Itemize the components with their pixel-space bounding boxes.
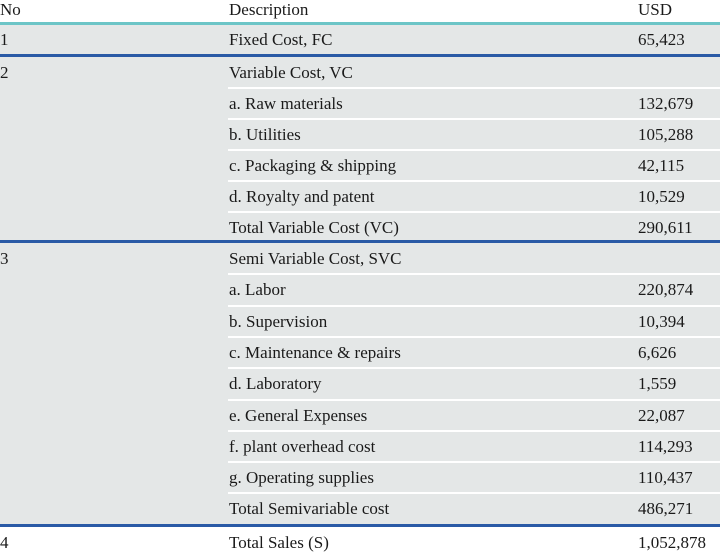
row-description: a. Raw materials: [229, 94, 343, 113]
row-description: a. Labor: [229, 280, 286, 300]
table-row: Total Variable Cost (VC) 290,611: [0, 212, 720, 244]
header-rule: [0, 22, 720, 25]
row-description: b. Supervision: [229, 311, 328, 331]
header-no: No: [0, 0, 21, 19]
table-row: d. Laboratory 1,559: [0, 368, 720, 402]
row-description: Total Semivariable cost: [229, 499, 390, 519]
row-description: Total Variable Cost (VC): [229, 218, 399, 237]
row-usd: 10,529: [638, 187, 685, 206]
row-usd: 290,611: [638, 218, 693, 237]
row-separator: [228, 398, 720, 401]
row-number: 1: [0, 30, 9, 49]
group-rule: [0, 54, 720, 57]
row-separator: [228, 211, 720, 213]
row-separator: [228, 273, 720, 276]
row-description: c. Maintenance & repairs: [229, 342, 401, 362]
row-number: 2: [0, 63, 9, 82]
row-description: b. Utilities: [229, 125, 301, 144]
row-description: g. Operating supplies: [229, 468, 374, 488]
table-row: d. Royalty and patent 10,529: [0, 181, 720, 213]
group-rule: [0, 240, 720, 243]
row-usd: 42,115: [638, 156, 685, 175]
table-row: c. Packaging & shipping 42,115: [0, 150, 720, 182]
row-usd: 1,559: [638, 374, 677, 394]
table-row: Total Semivariable cost 486,271: [0, 493, 720, 527]
group-rule: [0, 524, 720, 527]
row-description: d. Royalty and patent: [229, 187, 375, 206]
row-usd: 10,394: [638, 311, 685, 331]
row-separator: [228, 304, 720, 307]
row-description: Fixed Cost, FC: [229, 30, 333, 49]
table-row: 1 Fixed Cost, FC 65,423: [0, 25, 720, 55]
row-description: e. General Expenses: [229, 405, 368, 425]
row-usd: 110,437: [638, 468, 693, 488]
table-row: b. Utilities 105,288: [0, 119, 720, 151]
row-description: Variable Cost, VC: [229, 63, 353, 82]
table-row: 3 Semi Variable Cost, SVC: [0, 243, 720, 276]
row-description: Total Sales (S): [229, 533, 329, 552]
row-description: f. plant overhead cost: [229, 436, 376, 456]
row-separator: [228, 492, 720, 495]
row-usd: 1,052,878: [638, 533, 706, 552]
table-row: c. Maintenance & repairs 6,626: [0, 336, 720, 370]
row-usd: 114,293: [638, 436, 693, 456]
row-usd: 220,874: [638, 280, 694, 300]
row-separator: [228, 367, 720, 370]
row-usd: 132,679: [638, 94, 694, 113]
row-separator: [228, 180, 720, 182]
row-separator: [228, 118, 720, 120]
row-separator: [228, 87, 720, 89]
row-separator: [228, 335, 720, 338]
table-row: 2 Variable Cost, VC: [0, 57, 720, 89]
table-row: f. plant overhead cost 114,293: [0, 430, 720, 464]
header-description: Description: [229, 0, 309, 19]
table-row: 4 Total Sales (S) 1,052,878: [0, 527, 720, 559]
table-row: a. Raw materials 132,679: [0, 88, 720, 120]
row-usd: 22,087: [638, 405, 685, 425]
row-usd: 6,626: [638, 342, 677, 362]
row-number: 4: [0, 533, 9, 552]
row-description: d. Laboratory: [229, 374, 322, 394]
table-header: No Description USD: [0, 0, 720, 25]
row-separator: [228, 461, 720, 464]
row-usd: 105,288: [638, 125, 694, 144]
row-description: c. Packaging & shipping: [229, 156, 397, 175]
row-separator: [228, 429, 720, 432]
table-row: b. Supervision 10,394: [0, 305, 720, 339]
row-usd: 65,423: [638, 30, 685, 49]
row-usd: 486,271: [638, 499, 694, 519]
row-description: Semi Variable Cost, SVC: [229, 249, 402, 268]
header-usd: USD: [638, 0, 673, 19]
table-row: e. General Expenses 22,087: [0, 399, 720, 433]
row-separator: [228, 149, 720, 151]
row-number: 3: [0, 249, 9, 268]
table-row: g. Operating supplies 110,437: [0, 462, 720, 496]
table-row: a. Labor 220,874: [0, 274, 720, 308]
